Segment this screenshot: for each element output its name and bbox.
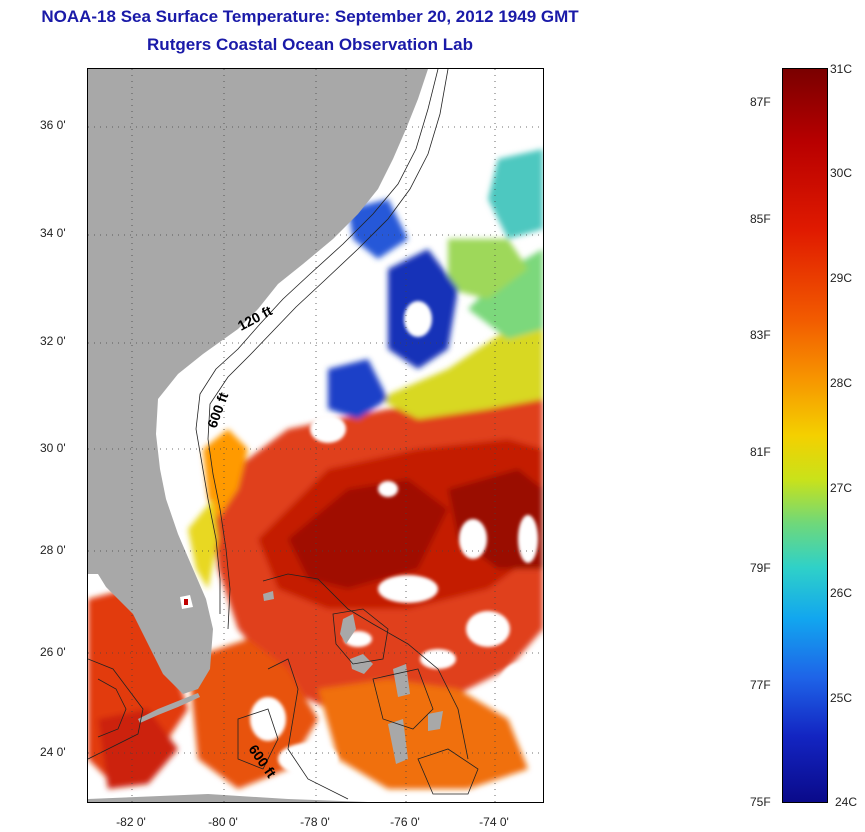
colorbar-label-85f: 85F bbox=[750, 212, 771, 226]
lon-tick-78: -78 0' bbox=[300, 815, 330, 829]
colorbar-label-28c: 28C bbox=[830, 376, 853, 390]
colorbar-label-30c: 30C bbox=[830, 166, 853, 180]
lat-tick-30: 30 0' bbox=[40, 441, 66, 455]
colorbar-label-25c: 25C bbox=[830, 691, 853, 705]
colorbar-label-77f: 77F bbox=[750, 678, 771, 692]
colorbar-label-87f: 87F bbox=[750, 95, 771, 109]
lat-tick-26: 26 0' bbox=[40, 645, 66, 659]
colorbar-label-27c: 27C bbox=[830, 481, 853, 495]
temperature-colorbar bbox=[782, 68, 828, 803]
sst-patches bbox=[88, 149, 543, 789]
map-title: NOAA-18 Sea Surface Temperature: Septemb… bbox=[41, 7, 579, 26]
colorbar-label-75f: 75F bbox=[750, 795, 771, 809]
map-subtitle: Rutgers Coastal Ocean Observation Lab bbox=[147, 35, 473, 54]
lon-tick-80: -80 0' bbox=[208, 815, 238, 829]
lat-tick-36: 36 0' bbox=[40, 118, 66, 132]
lon-tick-76: -76 0' bbox=[390, 815, 420, 829]
colorbar-label-29c: 29C bbox=[830, 271, 853, 285]
sst-map: 120 ft 600 ft 600 ft bbox=[87, 68, 544, 803]
depth-contours bbox=[88, 69, 479, 800]
grid-lines bbox=[88, 69, 543, 802]
land bbox=[88, 69, 443, 802]
lat-tick-24: 24 0' bbox=[40, 745, 66, 759]
colorbar-label-31c: 31C bbox=[830, 62, 853, 76]
colorbar-label-79f: 79F bbox=[750, 561, 771, 575]
lat-tick-28: 28 0' bbox=[40, 543, 66, 557]
colorbar-label-83f: 83F bbox=[750, 328, 771, 342]
lon-tick-82: -82 0' bbox=[116, 815, 146, 829]
lon-tick-74: -74 0' bbox=[479, 815, 509, 829]
lat-tick-32: 32 0' bbox=[40, 334, 66, 348]
sst-map-graphic: 120 ft 600 ft 600 ft bbox=[88, 69, 543, 802]
colorbar-label-81f: 81F bbox=[750, 445, 771, 459]
colorbar-label-26c: 26C bbox=[830, 586, 853, 600]
lat-tick-34: 34 0' bbox=[40, 226, 66, 240]
colorbar-label-24c: 24C bbox=[835, 795, 858, 809]
